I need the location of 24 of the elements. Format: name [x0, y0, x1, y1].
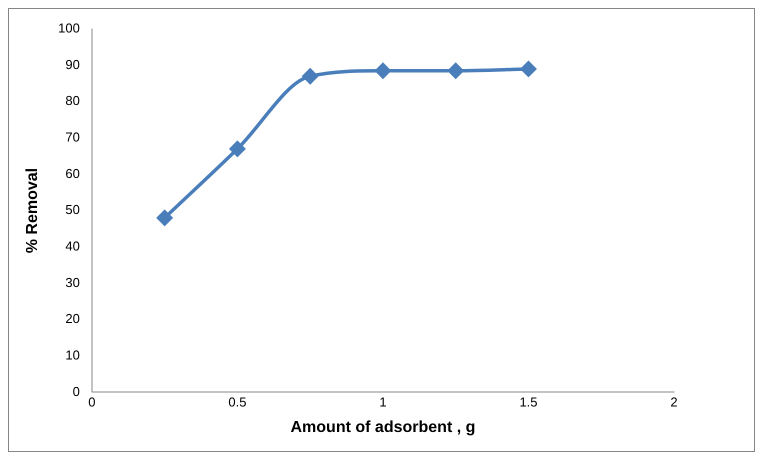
x-tick-label: 0.5 — [228, 394, 246, 410]
y-tick-label: 30 — [65, 274, 80, 290]
y-tick-label: 50 — [65, 202, 80, 218]
point — [520, 61, 536, 77]
point — [302, 68, 318, 84]
point — [230, 141, 246, 157]
x-tick-label: 1.5 — [519, 394, 538, 410]
y-tick-label: 80 — [65, 93, 80, 108]
y-tick-label: 60 — [65, 166, 80, 181]
y-tick-label: 70 — [65, 130, 80, 145]
y-tick-label: 90 — [65, 56, 80, 72]
x-axis-title: Amount of adsorbent , g — [290, 418, 476, 436]
y-tick-label: 10 — [65, 347, 80, 362]
y-tick-label: 0 — [72, 384, 80, 399]
y-tick-label: 40 — [65, 238, 80, 254]
y-axis-title: % Removal — [24, 168, 42, 254]
point — [375, 63, 391, 79]
x-tick-label: 2 — [670, 394, 678, 410]
y-tick-label: 100 — [58, 20, 80, 36]
x-tick-label: 0 — [88, 394, 96, 410]
y-tick-label: 20 — [65, 311, 80, 326]
point — [448, 63, 464, 79]
point — [156, 210, 172, 226]
x-tick-label: 1 — [379, 394, 387, 410]
